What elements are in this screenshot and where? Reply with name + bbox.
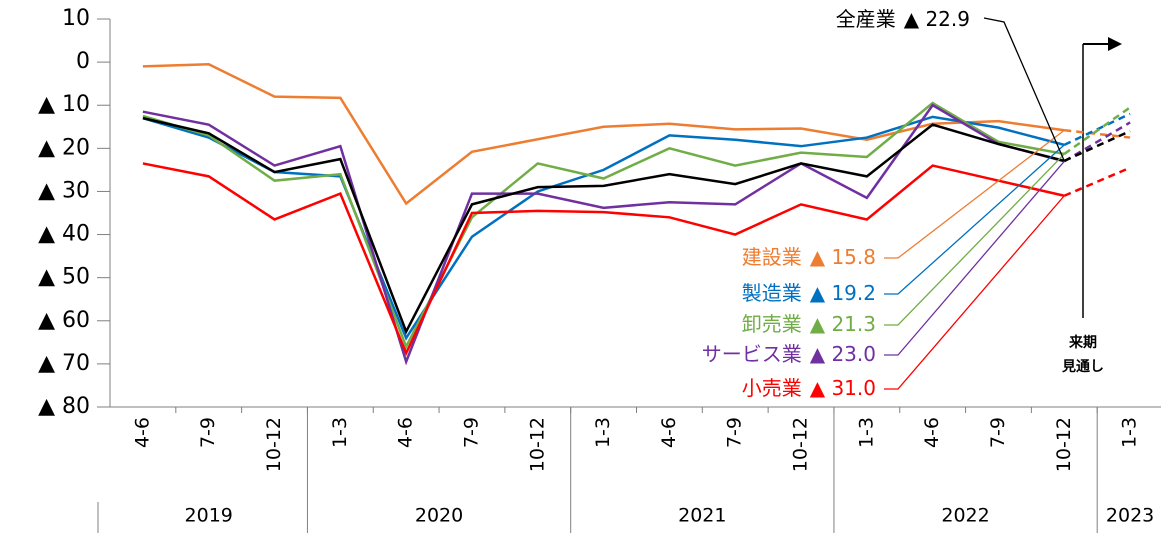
series-label: 全産業 ▲ 22.9	[836, 7, 970, 31]
series-value-label: ▲ 19.2	[810, 281, 876, 305]
series-name: 全産業	[836, 7, 896, 31]
series-value-label: ▲ 21.3	[810, 312, 876, 336]
x-tick-label: 7-9	[724, 417, 746, 448]
y-tick-label: 0	[76, 49, 90, 74]
x-tick-label: 1-3	[855, 417, 877, 448]
x-tick-label: 7-9	[460, 417, 482, 448]
series-line	[142, 101, 1065, 350]
y-tick-label: ▲ 50	[38, 265, 90, 290]
forecast-line	[1063, 166, 1131, 197]
x-tick-label: 7-9	[987, 417, 1009, 448]
year-label: 2022	[941, 505, 989, 527]
leader-line	[884, 195, 1065, 390]
series-line	[142, 116, 1065, 335]
x-tick-label: 10-12	[526, 417, 548, 472]
y-tick-label: ▲ 20	[38, 135, 90, 160]
series-line	[142, 115, 1065, 341]
leader-line	[884, 160, 1065, 356]
series-label: 卸売業 ▲ 21.3	[742, 312, 876, 336]
y-tick-label: ▲ 70	[38, 351, 90, 376]
year-label: 2020	[415, 505, 463, 527]
series-label: 小売業 ▲ 31.0	[742, 376, 876, 400]
series-label: 製造業 ▲ 19.2	[742, 281, 876, 305]
series-line	[142, 162, 1065, 357]
x-tick-label: 10-12	[790, 417, 812, 472]
annotation: 来期	[1068, 335, 1097, 351]
x-tick-label: 4-6	[658, 417, 680, 448]
x-tick-label: 1-3	[592, 417, 614, 448]
forecast-line	[1063, 129, 1131, 162]
year-label: 2023	[1106, 505, 1154, 527]
leader-line	[884, 129, 1065, 259]
series-name: 卸売業	[742, 312, 802, 336]
series-name: 建設業	[742, 245, 802, 269]
leader-line	[983, 17, 1065, 162]
annotation: 見通し	[1061, 359, 1104, 375]
x-tick-label: 7-9	[197, 417, 219, 448]
x-tick-label: 10-12	[263, 417, 285, 472]
series-name: サービス業	[702, 342, 802, 366]
y-tick-label: ▲ 60	[38, 308, 90, 333]
y-tick-label: 10	[62, 6, 90, 31]
x-tick-label: 4-6	[131, 417, 153, 448]
forecast-arrow-head	[1108, 37, 1122, 51]
series-label: サービス業 ▲ 23.0	[702, 342, 876, 366]
year-label: 2021	[678, 505, 726, 527]
series-name: 製造業	[742, 281, 802, 305]
x-tick-label: 10-12	[1053, 417, 1075, 472]
y-tick-label: ▲ 10	[38, 92, 90, 117]
series-name: 小売業	[742, 376, 802, 400]
forecast-line	[1063, 106, 1131, 155]
year-label: 2019	[185, 505, 233, 527]
x-tick-label: 4-6	[921, 417, 943, 448]
series-label: 建設業 ▲ 15.8	[742, 245, 876, 269]
series-value-label: ▲ 15.8	[810, 245, 876, 269]
series-value-label: ▲ 22.9	[904, 7, 970, 31]
series-line	[142, 63, 1065, 206]
series-line	[142, 103, 1065, 366]
series-value-label: ▲ 31.0	[810, 376, 876, 400]
x-tick-label: 1-3	[329, 417, 351, 448]
y-tick-label: ▲ 80	[38, 394, 90, 419]
y-tick-label: ▲ 40	[38, 222, 90, 247]
leader-line	[884, 144, 1065, 295]
x-tick-label: 4-6	[395, 417, 417, 448]
y-tick-label: ▲ 30	[38, 178, 90, 203]
series-value-label: ▲ 23.0	[810, 342, 876, 366]
x-tick-label: 1-3	[1119, 417, 1141, 448]
leader-line	[884, 153, 1065, 326]
